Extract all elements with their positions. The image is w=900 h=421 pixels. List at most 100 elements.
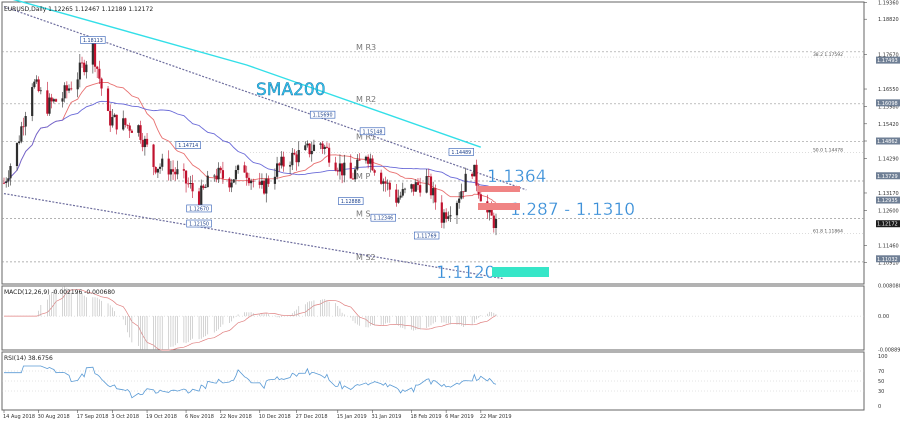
candle-body	[267, 178, 270, 184]
y-tick-label: 1.17670	[878, 53, 899, 59]
candle-body	[364, 156, 368, 161]
candle-body	[176, 169, 179, 175]
rsi-tick-label: 100	[878, 354, 888, 360]
candle-body	[429, 176, 433, 196]
candle-body	[462, 191, 465, 193]
candle-body	[122, 118, 125, 130]
candle-body	[167, 158, 170, 175]
price-box	[175, 141, 201, 149]
x-tick-label: 10 Dec 2018	[259, 414, 291, 420]
candle-body	[416, 182, 420, 186]
candle-body	[139, 125, 142, 140]
candle-body	[275, 163, 279, 177]
price-tag	[876, 137, 900, 145]
candle-body	[380, 172, 383, 184]
price-box-label: 1.11769	[417, 234, 437, 240]
candle-body	[252, 180, 255, 182]
candle-body	[494, 218, 498, 229]
price-tag	[876, 99, 900, 107]
y-tick-label: 1.15980	[878, 105, 899, 111]
candle-body	[410, 184, 413, 189]
candle-body	[367, 156, 370, 164]
candle-body	[65, 85, 68, 91]
y-tick-label: 1.19360	[878, 1, 899, 7]
candle-body	[24, 116, 27, 127]
level-1364-label: 1.1364	[487, 167, 546, 187]
x-tick-label: 22 Mar 2019	[480, 414, 512, 420]
candle-body	[334, 162, 337, 171]
candle-body	[382, 181, 385, 184]
price-tag-label: 1.11032	[877, 257, 898, 263]
candle-body	[48, 97, 51, 114]
price-tag-label: 1.12172	[877, 222, 898, 228]
x-tick-label: 18 Feb 2019	[410, 414, 441, 420]
candle-body	[306, 143, 309, 146]
price-tag	[876, 172, 900, 180]
candle-body	[249, 180, 253, 184]
y-tick-label: 1.13170	[878, 191, 899, 197]
pivot-label: M R2	[356, 95, 376, 104]
candle-body	[52, 99, 55, 102]
channel-lower-line	[3, 193, 503, 280]
candle-body	[328, 147, 331, 163]
candle-body	[46, 90, 49, 114]
x-tick-label: 6 Mar 2019	[445, 414, 474, 420]
ma-slow-line	[3, 100, 497, 191]
candle-body	[310, 150, 313, 155]
price-box	[186, 219, 212, 228]
price-tag-label: 1.14862	[877, 139, 898, 145]
x-tick-label: 22 Nov 2018	[220, 414, 252, 420]
fib-label: 38.2 1.17592	[813, 52, 843, 58]
candle-body	[215, 175, 218, 180]
x-tick-label: 3 Oct 2018	[111, 414, 139, 420]
level-1287-1310-label: 1.287 - 1.1310	[510, 200, 635, 220]
x-tick-label: 30 Aug 2018	[38, 414, 70, 420]
rsi-tick-label: 70	[878, 369, 884, 375]
candle-body	[295, 154, 298, 163]
candle-body	[158, 166, 162, 169]
candle-body	[234, 170, 238, 180]
candle-body	[61, 98, 64, 102]
candle-body	[171, 169, 175, 172]
price-box	[359, 127, 386, 136]
x-tick-label: 27 Dec 2018	[296, 414, 328, 420]
rsi-info: RSI(14) 38.6756	[4, 355, 53, 362]
candle-body	[217, 167, 220, 180]
candle-body	[473, 164, 476, 177]
candle-body	[258, 181, 261, 185]
candle-body	[200, 185, 203, 207]
candle-body	[221, 170, 225, 179]
sma200-label: SMA200	[256, 80, 326, 100]
pivot-label: M R3	[356, 43, 376, 52]
candle-body	[280, 156, 283, 166]
candle-body	[228, 178, 231, 188]
candle-body	[9, 166, 12, 179]
candle-body	[85, 64, 88, 73]
pivot-label: M R1	[356, 132, 376, 141]
candle-body	[321, 143, 324, 150]
candle-body	[304, 145, 307, 151]
candle-body	[449, 215, 452, 217]
pivot-label: M P	[356, 172, 370, 181]
candle-body	[206, 175, 209, 188]
candle-body	[219, 167, 222, 171]
candle-body	[273, 176, 277, 184]
x-tick-label: 19 Oct 2018	[146, 414, 177, 420]
candle-body	[7, 178, 10, 182]
candle-body	[33, 81, 36, 88]
symbol-info: EURUSD,Daily 1.12265 1.12467 1.12189 1.1…	[4, 6, 153, 13]
candle-body	[341, 163, 344, 176]
candle-body	[115, 114, 118, 130]
candle-body	[156, 168, 159, 173]
candle-body	[475, 164, 478, 186]
macd-tick-label: 0.00	[878, 314, 889, 320]
candle-body	[111, 117, 114, 126]
candle-body	[191, 183, 194, 192]
support-zone	[492, 267, 549, 277]
price-tag	[876, 56, 900, 64]
candle-body	[460, 191, 463, 199]
price-box	[413, 231, 440, 240]
price-tag	[876, 255, 900, 263]
candle-body	[128, 125, 131, 131]
